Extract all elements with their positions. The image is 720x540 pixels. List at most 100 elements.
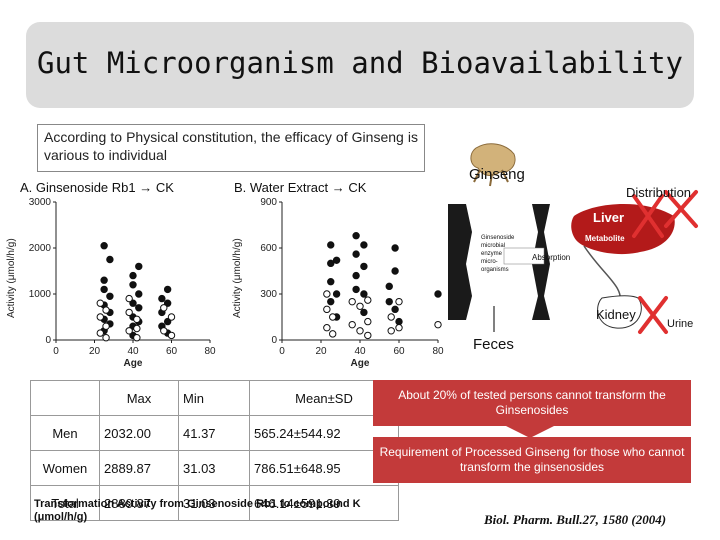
data-point-filled xyxy=(129,281,137,289)
ginseng-label: Ginseng xyxy=(469,166,525,183)
x-axis-label: Age xyxy=(124,358,143,369)
data-point-filled xyxy=(391,267,399,275)
data-point-filled xyxy=(100,242,108,250)
data-point-filled xyxy=(391,305,399,314)
data-point-open xyxy=(323,305,331,314)
table-cell: Women xyxy=(30,450,100,486)
data-point-filled xyxy=(163,317,172,326)
data-point-open xyxy=(160,327,168,335)
x-tick-label: 0 xyxy=(53,346,59,357)
table-row: Men 2032.00 41.37 565.24±544.92 xyxy=(30,415,399,451)
data-point-filled xyxy=(360,308,368,317)
title-background xyxy=(26,22,694,108)
table-cell: 2889.87 xyxy=(99,450,179,486)
table-caption: Transformation Activity from Ginsenoside… xyxy=(34,498,361,523)
y-tick-label: 1000 xyxy=(29,289,52,300)
data-point-filled xyxy=(360,290,368,298)
data-point-filled xyxy=(352,271,360,280)
absorption-band xyxy=(503,247,545,265)
data-point-open xyxy=(167,313,176,321)
table-cell: 646.14±591.39 xyxy=(249,485,399,521)
data-point-filled xyxy=(163,285,172,294)
x-tick-label: 0 xyxy=(279,346,285,357)
down-arrow-icon xyxy=(502,416,558,438)
data-point-open xyxy=(364,317,372,326)
intestine-note-4: micro- xyxy=(481,259,498,265)
y-tick-label: 2000 xyxy=(29,243,52,254)
data-point-filled xyxy=(106,292,114,301)
x-tick-label: 40 xyxy=(127,346,139,357)
data-point-open xyxy=(102,334,110,342)
chart-a-plot: 0 1000 2000 3000 0 20 40 60 80 Age xyxy=(29,197,216,369)
data-point-open xyxy=(329,313,337,321)
metabolism-diagram xyxy=(448,143,698,334)
data-point-filled xyxy=(332,256,341,264)
data-point-filled xyxy=(135,262,143,271)
data-point-open xyxy=(160,304,168,312)
absorption-label: Absorption xyxy=(532,253,571,262)
cross-icon-distribution xyxy=(664,190,698,228)
x-tick-label: 60 xyxy=(393,346,405,357)
data-point-open xyxy=(125,294,133,303)
data-point-open xyxy=(434,320,442,329)
kidney-icon xyxy=(597,295,642,329)
liver-label: Liver xyxy=(593,210,625,225)
data-point-open xyxy=(387,313,395,321)
requirement-box: Requirement of Processed Ginseng for tho… xyxy=(373,437,691,483)
data-point-open xyxy=(102,322,110,330)
intestine-note-5: organisms xyxy=(481,267,509,273)
table-cell: Men xyxy=(30,415,100,451)
table-row: Women 2889.87 31.03 786.51±648.95 xyxy=(30,450,399,486)
data-point-filled xyxy=(434,290,442,298)
y-tick-label: 0 xyxy=(271,335,277,346)
chart-a-title: A. Ginsenoside Rb1 → CK xyxy=(20,180,174,195)
data-point-open xyxy=(133,334,141,342)
data-point-filled xyxy=(332,290,341,298)
x-axis-label: Age xyxy=(351,358,370,369)
y-tick-label: 600 xyxy=(260,243,277,254)
data-point-filled xyxy=(391,244,399,252)
data-point-filled xyxy=(395,317,403,326)
data-point-open xyxy=(364,331,372,340)
intestine-notes: Ginsenoside microbial enzyme micro- orga… xyxy=(481,234,514,274)
data-point-open xyxy=(387,327,395,335)
reference-citation: Biol. Pharm. Bull.27, 1580 (2004) xyxy=(484,512,667,527)
table-cell: 41.37 xyxy=(178,415,250,451)
data-point-open xyxy=(96,313,104,321)
data-point-filled xyxy=(352,232,360,240)
data-point-open xyxy=(102,306,110,314)
feces-label: Feces xyxy=(473,336,514,353)
data-point-filled xyxy=(135,304,143,312)
table-cell: 31.03 xyxy=(178,450,250,486)
x-tick-label: 60 xyxy=(166,346,178,357)
x-tick-label: 80 xyxy=(432,346,444,357)
data-point-filled xyxy=(385,297,393,306)
data-point-open xyxy=(356,302,364,310)
data-point-open xyxy=(323,290,331,298)
kidney-label: Kidney xyxy=(596,307,636,322)
distribution-label: Distribution xyxy=(626,185,692,200)
table-cell: Total xyxy=(30,485,100,521)
data-point-open xyxy=(133,315,141,324)
data-point-filled xyxy=(327,297,335,306)
data-point-filled xyxy=(100,276,108,284)
ginseng-root-icon xyxy=(470,143,516,187)
data-point-filled xyxy=(129,271,137,280)
data-point-open xyxy=(348,297,356,306)
urine-label: Urine xyxy=(667,318,694,330)
data-point-open xyxy=(133,324,141,333)
table-header-cell xyxy=(30,380,100,416)
data-point-open xyxy=(348,320,356,329)
x-tick-label: 80 xyxy=(204,346,216,357)
intestine-wall-left xyxy=(448,204,472,320)
y-tick-label: 300 xyxy=(260,289,277,300)
data-point-open xyxy=(395,324,403,332)
data-point-filled xyxy=(129,299,137,307)
intestine-note-3: enzyme xyxy=(481,251,503,257)
metabolite-label: Metabolite xyxy=(585,234,625,243)
table-cell: 2889.87 xyxy=(99,485,179,521)
data-point-open xyxy=(167,331,176,340)
intestine-note-2: microbial xyxy=(481,243,506,249)
y-tick-label: 3000 xyxy=(29,197,52,208)
data-point-open xyxy=(364,296,372,304)
